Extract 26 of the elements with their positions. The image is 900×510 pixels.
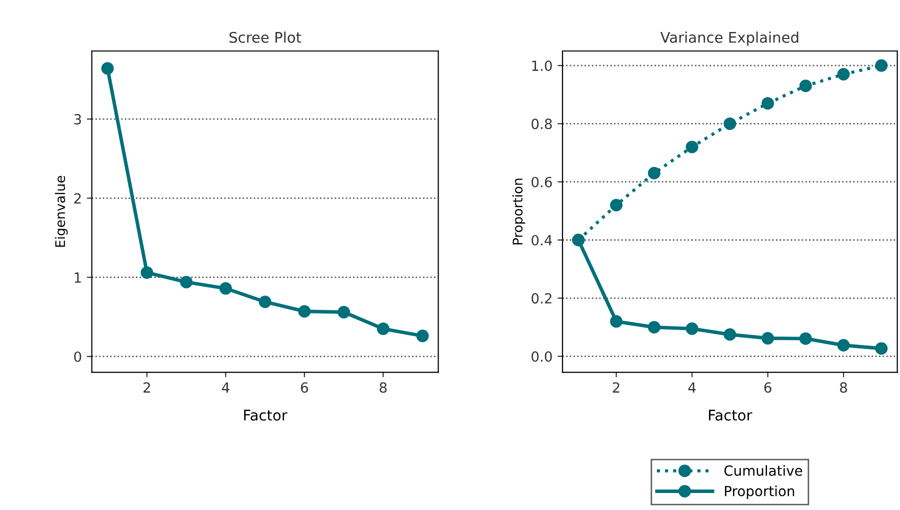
x-axis-title: Factor <box>244 410 288 421</box>
chart-title: Variance Explained <box>660 32 798 46</box>
x-tick-label: 8 <box>380 382 387 393</box>
x-tick-label: 4 <box>688 382 696 393</box>
y-tick-label: 0.8 <box>532 118 552 130</box>
x-axis-title: Factor <box>709 410 752 421</box>
y-tick-label: 1.0 <box>532 60 552 72</box>
y-tick-label: 1 <box>74 272 81 283</box>
x-tick-label: 6 <box>764 382 772 393</box>
y-axis-title: Proportion <box>512 178 526 244</box>
y-tick-label: 0.0 <box>532 351 552 362</box>
x-tick-label: 4 <box>222 382 230 393</box>
y-tick-label: 3 <box>74 114 81 125</box>
legend-label: Proportion <box>724 486 794 499</box>
x-tick-label: 6 <box>300 382 308 393</box>
y-tick-label: 0.4 <box>532 234 552 246</box>
x-tick-label: 8 <box>840 382 847 393</box>
y-tick-label: 0 <box>74 351 82 362</box>
chart-title: Scree Plot <box>230 32 302 43</box>
x-tick-label: 2 <box>144 382 150 393</box>
x-tick-label: 2 <box>612 382 620 393</box>
y-axis-title: Eigenvalue <box>54 176 68 247</box>
legend-label: Cumulative <box>724 465 802 476</box>
y-tick-label: 0.2 <box>532 293 552 304</box>
y-tick-label: 0.6 <box>532 176 552 188</box>
y-tick-label: 2 <box>74 193 81 204</box>
